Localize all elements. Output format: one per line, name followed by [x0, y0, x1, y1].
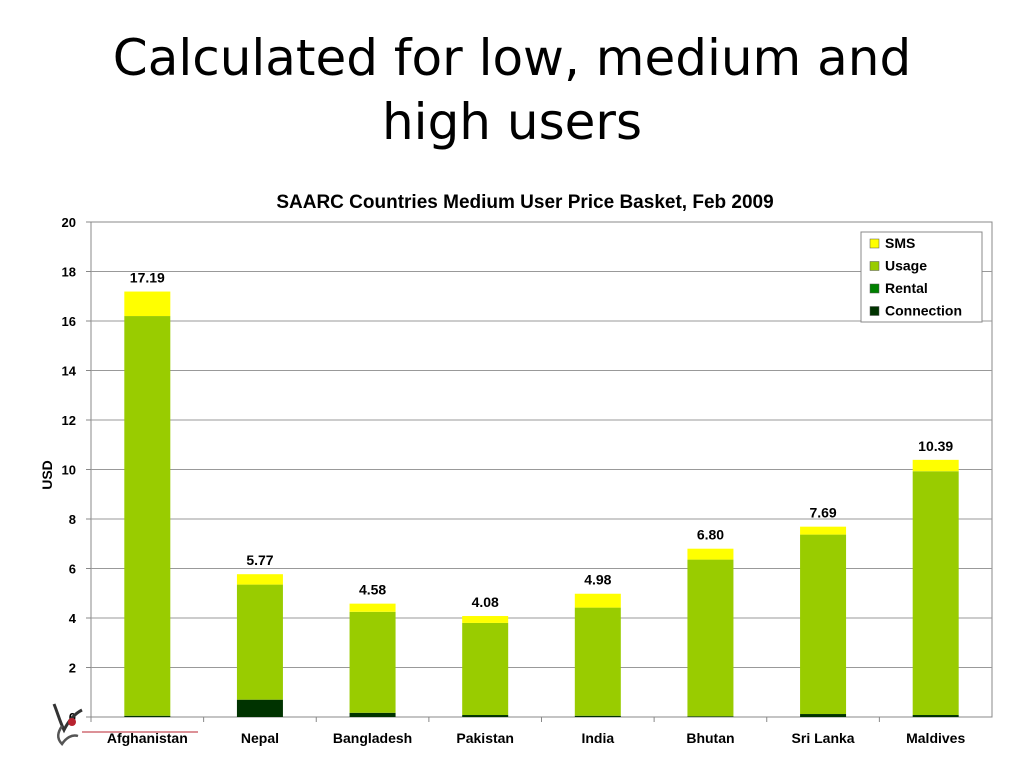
bar-segment-sms [349, 603, 396, 612]
y-tick-label: 2 [69, 661, 76, 676]
y-tick-label: 8 [69, 512, 76, 527]
y-tick-label: 18 [62, 265, 76, 280]
x-tick-label: Pakistan [456, 730, 514, 746]
x-tick-label: Maldives [906, 730, 965, 746]
bar-segment-connection [800, 714, 847, 717]
bar-total-label: 4.98 [584, 572, 611, 588]
bar-segment-sms [124, 291, 171, 317]
bar-segment-usage [349, 611, 396, 713]
bar-total-label: 17.19 [130, 270, 165, 286]
lirneasia-logo [52, 703, 198, 746]
bar-segment-sms [574, 593, 621, 608]
y-tick-label: 14 [62, 364, 77, 379]
bar-segment-sms [687, 548, 734, 560]
legend-swatch-connection [869, 306, 880, 316]
x-tick-label: Bhutan [686, 730, 734, 746]
bar-segment-sms [236, 574, 283, 585]
bar-segment-usage [687, 559, 734, 717]
bar-segment-usage [574, 607, 621, 716]
bar-segment-connection [687, 716, 734, 717]
legend-label: Connection [885, 303, 962, 319]
bar-segment-usage [800, 534, 847, 715]
bar-total-label: 4.08 [472, 594, 499, 610]
x-tick-label: India [581, 730, 614, 746]
bar-segment-usage [912, 471, 959, 716]
bar-segment-connection [912, 715, 959, 717]
chart-title: SAARC Countries Medium User Price Basket… [276, 192, 773, 213]
legend-swatch-usage [869, 261, 880, 271]
bar-segment-usage [236, 584, 283, 700]
y-axis-label: USD [39, 460, 55, 490]
y-tick-label: 20 [62, 215, 76, 230]
y-tick-label: 10 [62, 463, 76, 478]
bar-segment-usage [462, 622, 509, 716]
legend-label: Rental [885, 280, 928, 296]
bar-segment-connection [236, 699, 283, 717]
legend-label: SMS [885, 235, 915, 251]
bar-segment-connection [462, 715, 509, 717]
bar-segment-connection [349, 712, 396, 717]
x-tick-label: Bangladesh [333, 730, 412, 746]
x-tick-label: Afghanistan [107, 730, 188, 746]
y-tick-label: 12 [62, 413, 76, 428]
bar-total-label: 6.80 [697, 527, 724, 543]
bar-segment-sms [462, 616, 509, 623]
bar-segment-connection [124, 715, 171, 717]
bar-total-label: 5.77 [246, 552, 273, 568]
x-tick-label: Nepal [241, 730, 279, 746]
y-tick-label: 4 [69, 611, 77, 626]
slide-title: Calculated for low, medium and high user… [112, 29, 912, 151]
bar-segment-connection [574, 715, 621, 717]
y-tick-label: 16 [62, 314, 76, 329]
bar-segment-usage [124, 316, 171, 716]
legend-label: Usage [885, 258, 927, 274]
legend-swatch-rental [869, 283, 880, 294]
legend-swatch-sms [869, 238, 880, 249]
bar-total-label: 4.58 [359, 582, 386, 598]
legend-box [860, 231, 983, 323]
x-tick-label: Sri Lanka [792, 730, 855, 746]
bar-segment-sms [912, 459, 959, 472]
bar-segment-sms [800, 526, 847, 535]
bar-total-label: 7.69 [809, 505, 836, 521]
bar-total-label: 10.39 [918, 438, 953, 454]
y-tick-label: 6 [69, 562, 76, 577]
